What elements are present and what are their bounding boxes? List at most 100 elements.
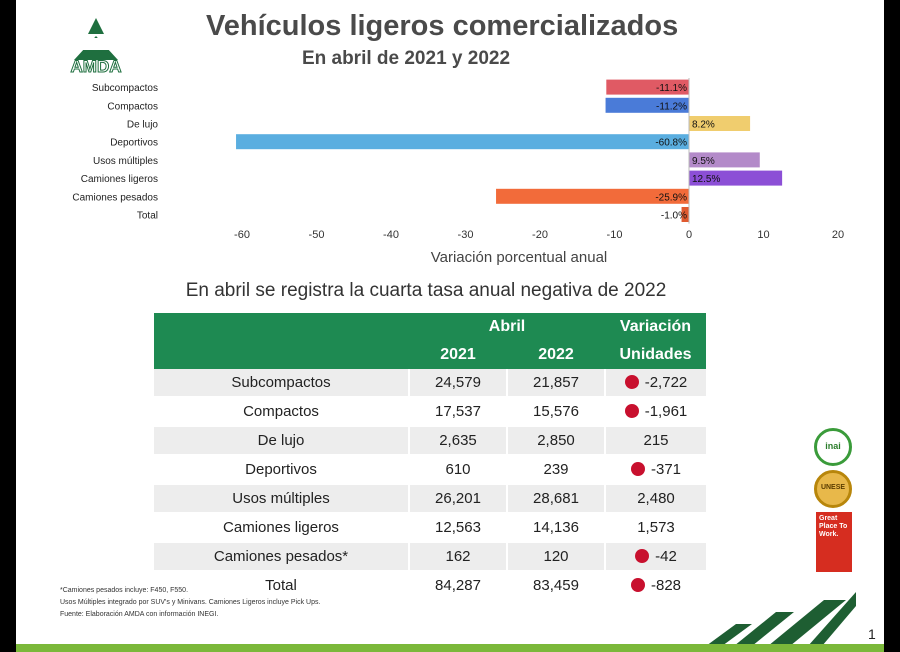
table-heading: En abril se registra la cuarta tasa anua… bbox=[185, 280, 667, 301]
bar bbox=[236, 134, 690, 150]
cell-2021: 84,287 bbox=[409, 571, 508, 601]
bar bbox=[689, 116, 751, 131]
cell-variacion: -1,961 bbox=[605, 397, 706, 427]
cell-2021: 17,537 bbox=[409, 397, 508, 427]
cell-variacion-text: -42 bbox=[655, 548, 677, 565]
data-label: -11.2% bbox=[656, 101, 687, 112]
cell-variacion: -371 bbox=[605, 455, 706, 485]
cell-2021: 24,579 bbox=[409, 369, 508, 398]
data-label: -11.1% bbox=[656, 83, 687, 94]
cell-2022-text: 28,681 bbox=[533, 490, 579, 507]
cell-2022-text: 2,850 bbox=[537, 432, 575, 449]
table-row: Subcompactos 24,579 21,857 -2,722 bbox=[154, 369, 706, 398]
page-title: Vehículos ligeros comercializados bbox=[206, 10, 679, 42]
cell-2021: 2,635 bbox=[409, 426, 508, 456]
bar bbox=[689, 170, 783, 186]
data-label: 9.5% bbox=[692, 156, 715, 167]
row-label: Deportivos bbox=[154, 455, 410, 485]
cell-variacion-text: -2,722 bbox=[644, 374, 688, 391]
table-row: Compactos 17,537 15,576 -1,961 bbox=[154, 397, 706, 427]
negative-indicator-icon bbox=[635, 549, 650, 563]
data-label: 8.2% bbox=[692, 120, 715, 131]
cell-2021-text: 84,287 bbox=[435, 577, 481, 594]
cell-2021: 12,563 bbox=[409, 513, 508, 543]
bar bbox=[681, 207, 689, 222]
category-label: Camiones pesados bbox=[72, 192, 158, 203]
logo-text: AMDA bbox=[71, 57, 122, 74]
category-label: Deportivos bbox=[110, 138, 158, 149]
row-label-text: Usos múltiples bbox=[232, 490, 330, 507]
x-tick-label: 0 bbox=[686, 229, 692, 241]
x-tick-label: -10 bbox=[607, 229, 623, 241]
footnote: Fuente: Elaboración AMDA con información… bbox=[60, 611, 219, 618]
x-tick-label: -60 bbox=[234, 229, 250, 241]
cell-2022-text: 83,459 bbox=[533, 577, 579, 594]
cell-2021-text: 26,201 bbox=[435, 490, 481, 507]
cell-2022: 120 bbox=[507, 542, 606, 572]
x-tick-label: -20 bbox=[532, 229, 548, 241]
unese-badge: UNESE bbox=[814, 470, 852, 508]
row-label-text: Camiones pesados* bbox=[213, 548, 349, 565]
cell-variacion: 2,480 bbox=[605, 484, 706, 514]
cell-variacion-text: 2,480 bbox=[637, 490, 675, 507]
cell-2021-text: 17,537 bbox=[435, 403, 481, 420]
cell-2022: 21,857 bbox=[507, 369, 606, 398]
bar bbox=[606, 79, 689, 95]
header-unidades: Unidades bbox=[605, 341, 706, 369]
category-label: Subcompactos bbox=[92, 83, 158, 94]
cell-2021-text: 24,579 bbox=[435, 374, 481, 391]
cell-variacion: -42 bbox=[605, 542, 706, 572]
cell-2021-text: 2,635 bbox=[439, 432, 477, 449]
footnote: Usos Múltiples integrado por SUV's y Min… bbox=[60, 599, 321, 606]
x-tick-label: 10 bbox=[757, 229, 769, 241]
slide: AMDA Vehículos ligeros comercializados E… bbox=[16, 0, 884, 652]
table-row: Camiones pesados* 162 120 -42 bbox=[154, 542, 706, 572]
negative-indicator-icon bbox=[624, 375, 639, 389]
footnotes: *Camiones pesados incluye: F450, F550. U… bbox=[60, 585, 320, 621]
row-label-text: Compactos bbox=[243, 403, 319, 420]
row-label: Camiones pesados* bbox=[154, 542, 410, 572]
great-place-to-work-badge: Great Place To Work. bbox=[816, 512, 852, 572]
amda-logo: AMDA bbox=[70, 18, 122, 74]
cell-2022: 2,850 bbox=[507, 426, 606, 456]
sales-table: Abril Variación 2021 2022 Unidades Subco… bbox=[154, 313, 706, 601]
cell-2021-text: 162 bbox=[445, 548, 471, 565]
row-label: Total bbox=[154, 571, 410, 601]
row-label: Usos múltiples bbox=[154, 484, 410, 514]
footer-bar bbox=[16, 644, 884, 652]
table-row: Camiones ligeros 12,563 14,136 1,573 bbox=[154, 513, 706, 543]
header-abril: Abril bbox=[409, 313, 605, 341]
row-label-text: Deportivos bbox=[245, 461, 317, 478]
footnote: *Camiones pesados incluye: F450, F550. bbox=[60, 587, 189, 594]
category-label: Usos múltiples bbox=[93, 156, 158, 167]
inai-badge: inai bbox=[814, 428, 852, 466]
cell-variacion-text: 1,573 bbox=[637, 519, 675, 536]
cell-variacion: 215 bbox=[605, 426, 706, 456]
cell-variacion: 1,573 bbox=[605, 513, 706, 543]
negative-indicator-icon bbox=[624, 404, 639, 418]
table-row: De lujo 2,635 2,850 215 bbox=[154, 426, 706, 456]
row-label-text: De lujo bbox=[257, 432, 305, 449]
cell-2022: 28,681 bbox=[507, 484, 606, 514]
header-blank-2 bbox=[154, 341, 409, 369]
x-tick-label: 20 bbox=[832, 229, 844, 241]
data-label: 12.5% bbox=[692, 174, 720, 185]
row-label: Subcompactos bbox=[154, 369, 410, 398]
row-label-text: Subcompactos bbox=[231, 374, 331, 391]
decorative-stripes bbox=[706, 592, 856, 646]
bar bbox=[689, 152, 760, 168]
row-label: De lujo bbox=[154, 426, 410, 456]
x-tick-label: -30 bbox=[458, 229, 474, 241]
x-tick-label: -50 bbox=[309, 229, 325, 241]
category-label: Camiones ligeros bbox=[81, 174, 158, 185]
cell-variacion: -828 bbox=[605, 571, 706, 601]
cell-2022-text: 120 bbox=[543, 548, 569, 565]
cell-2022: 15,576 bbox=[507, 397, 606, 427]
cell-2022: 239 bbox=[507, 455, 606, 485]
row-label: Camiones ligeros bbox=[154, 513, 410, 543]
cell-2021-text: 610 bbox=[445, 461, 471, 478]
data-label: -1.0% bbox=[661, 211, 687, 222]
header-variacion: Variación bbox=[605, 313, 706, 341]
x-tick-label: -40 bbox=[383, 229, 399, 241]
bar bbox=[605, 97, 689, 113]
